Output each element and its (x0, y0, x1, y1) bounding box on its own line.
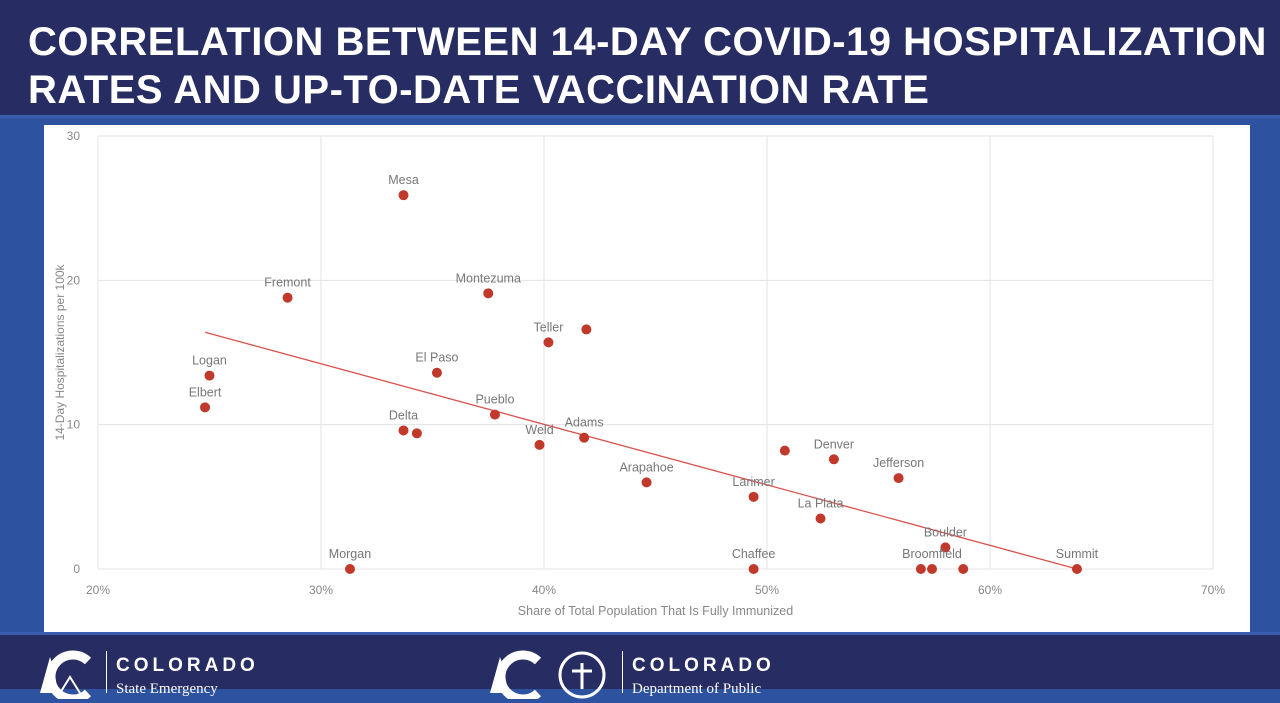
point-label: Adams (565, 416, 604, 430)
colorado-cdphe-logo-icon (490, 650, 606, 703)
data-point (779, 445, 790, 456)
point-label: Boulder (924, 525, 967, 539)
data-point (489, 409, 500, 420)
point-label: Pueblo (475, 393, 514, 407)
data-point (940, 542, 951, 553)
colorado-c-logo-icon (40, 650, 92, 703)
data-point (748, 491, 759, 502)
data-point (828, 454, 839, 465)
data-point (534, 439, 545, 450)
data-point (204, 370, 215, 381)
title-bar: CORRELATION BETWEEN 14-DAY COVID-19 HOSP… (0, 0, 1280, 118)
x-axis-label: Share of Total Population That Is Fully … (518, 604, 793, 618)
logo-name: COLORADO (632, 655, 775, 676)
data-point (200, 402, 211, 413)
data-point (344, 564, 355, 574)
point-label: Denver (814, 437, 854, 451)
x-tick-label: 30% (309, 583, 333, 597)
data-point (581, 324, 592, 335)
data-point (915, 564, 926, 574)
data-point (748, 564, 759, 574)
point-label: Morgan (329, 547, 371, 561)
y-tick-label: 30 (67, 129, 81, 143)
point-label: La Plata (798, 496, 844, 510)
y-tick-label: 0 (73, 562, 80, 576)
data-point (579, 432, 590, 443)
point-label: Summit (1056, 547, 1099, 561)
point-label: Elbert (189, 385, 222, 399)
point-label: Jefferson (873, 456, 924, 470)
x-tick-label: 70% (1201, 583, 1225, 597)
data-point (431, 367, 442, 378)
data-point (927, 564, 938, 574)
colorado-public-health-logo: COLORADO Department of Public (486, 649, 771, 703)
point-label: Logan (192, 354, 227, 368)
chart-panel: 20% 30% 40% 50% 60% 70% 0 10 20 30 Share of Total … (44, 125, 1250, 632)
y-axis-label: 14-Day Hospitalizations per 100k (53, 263, 67, 440)
x-tick-label: 40% (532, 583, 556, 597)
data-point (815, 513, 826, 524)
data-point (958, 564, 969, 574)
point-label: El Paso (415, 351, 458, 365)
logo-name: COLORADO (116, 655, 259, 676)
point-label: Broomfield (902, 547, 962, 561)
point-label: Montezuma (456, 271, 521, 285)
scatter-chart: 20% 30% 40% 50% 60% 70% 0 10 20 30 Share of Total … (53, 129, 1225, 618)
footer: COLORADO State Emergency COLORADO Depart… (0, 632, 1280, 703)
colorado-emergency-logo: COLORADO State Emergency (36, 649, 255, 703)
point-label: Larimer (732, 475, 774, 489)
logo-subtitle: State Emergency (116, 681, 218, 697)
point-label: Weld (525, 423, 553, 437)
data-point (411, 428, 422, 439)
data-point (398, 190, 409, 201)
data-point (893, 473, 904, 484)
trend-line (204, 331, 1078, 570)
point-label: Fremont (264, 276, 311, 290)
data-point (1071, 564, 1082, 574)
x-tick-label: 50% (755, 583, 779, 597)
data-point (282, 292, 293, 303)
y-tick-label: 10 (67, 418, 81, 432)
data-point (641, 477, 652, 488)
point-label: Chaffee (732, 547, 776, 561)
data-point (398, 425, 409, 436)
point-label: Teller (534, 320, 564, 334)
x-tick-label: 60% (978, 583, 1002, 597)
slide-title: CORRELATION BETWEEN 14-DAY COVID-19 HOSP… (28, 20, 1267, 112)
logo-subtitle: Department of Public (632, 681, 762, 697)
x-tick-label: 20% (86, 583, 110, 597)
point-label: Mesa (388, 173, 419, 187)
data-point (483, 288, 494, 299)
data-point (543, 337, 554, 348)
point-label: Delta (389, 408, 418, 422)
point-label: Arapahoe (619, 460, 673, 474)
y-tick-label: 20 (67, 273, 81, 287)
